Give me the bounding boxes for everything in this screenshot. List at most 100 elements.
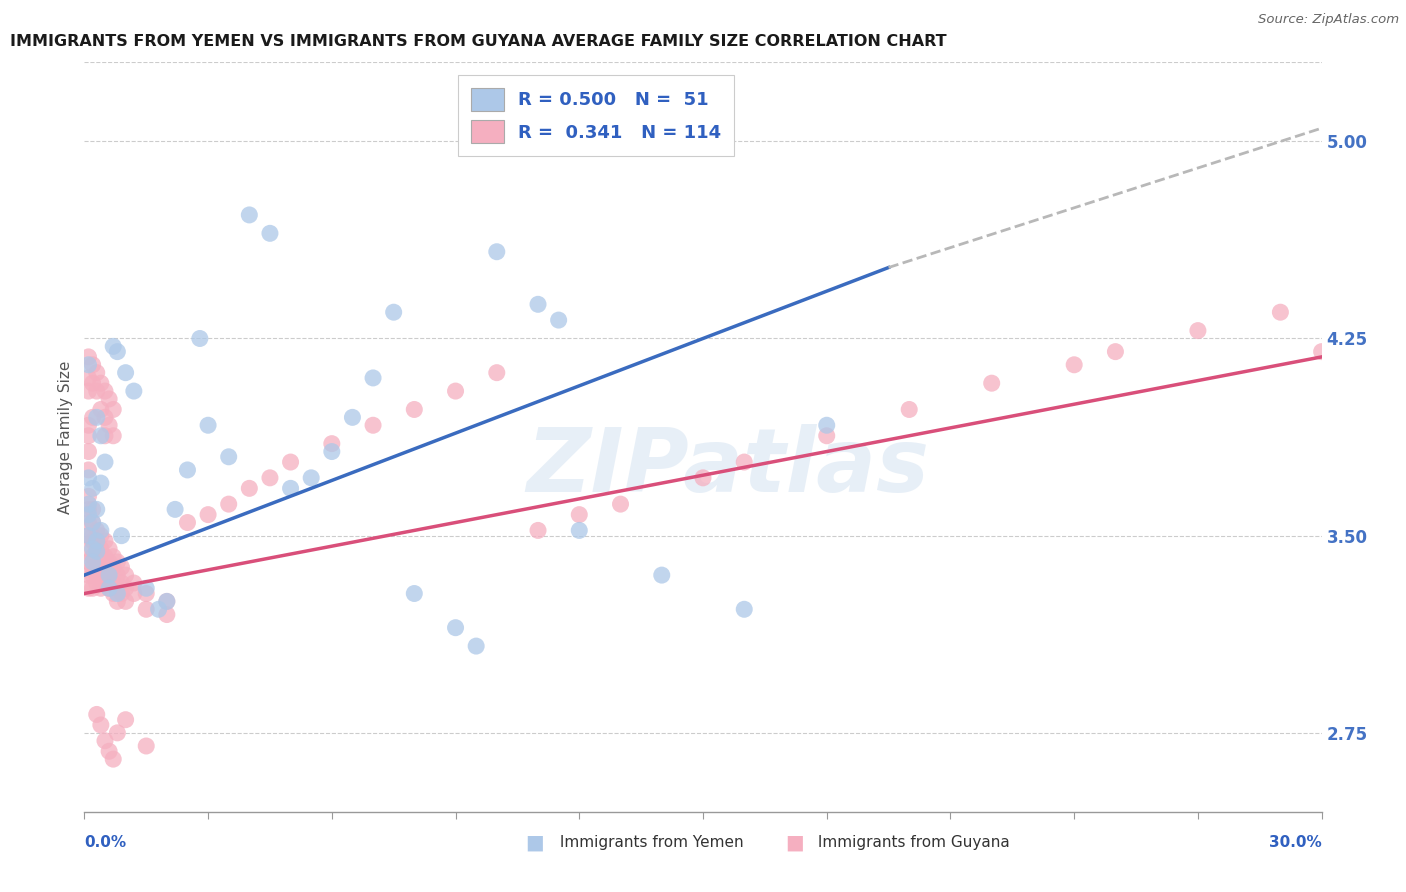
Point: [77, 529, 100, 543]
Point: [77, 471, 100, 485]
Point: [94, 429, 117, 443]
Point: [1270, 305, 1292, 319]
Point: [94, 384, 117, 398]
Point: [98, 744, 121, 758]
Point: [321, 444, 343, 458]
Point: [1063, 358, 1085, 372]
Point: [444, 621, 467, 635]
Point: [77, 568, 100, 582]
Y-axis label: Average Family Size: Average Family Size: [58, 360, 73, 514]
Point: [103, 549, 125, 564]
Point: [110, 576, 132, 591]
Point: [165, 502, 187, 516]
Text: ▪: ▪: [524, 829, 544, 857]
Point: [90, 541, 112, 556]
Point: [148, 602, 170, 616]
Point: [188, 331, 211, 345]
Point: [733, 602, 755, 616]
Point: [103, 576, 125, 591]
Point: [815, 418, 838, 433]
Point: [82, 560, 104, 574]
Point: [259, 227, 281, 241]
Point: [98, 418, 121, 433]
Point: [815, 429, 838, 443]
Point: [103, 339, 125, 353]
Point: [77, 497, 100, 511]
Point: [105, 555, 128, 569]
Point: [77, 541, 100, 556]
Legend: R = 0.500   N =  51, R =  0.341   N = 114: R = 0.500 N = 51, R = 0.341 N = 114: [458, 75, 734, 156]
Point: [176, 516, 198, 530]
Point: [98, 392, 121, 406]
Text: 30.0%: 30.0%: [1268, 836, 1322, 850]
Point: [86, 502, 108, 516]
Point: [105, 568, 128, 582]
Point: [82, 516, 104, 530]
Point: [90, 555, 112, 569]
Point: [98, 555, 121, 569]
Point: [98, 541, 121, 556]
Point: [105, 586, 128, 600]
Point: [77, 444, 100, 458]
Point: [90, 402, 112, 417]
Point: [94, 549, 117, 564]
Point: [77, 371, 100, 385]
Point: [77, 516, 100, 530]
Point: [114, 568, 136, 582]
Point: [94, 533, 117, 548]
Text: 0.0%: 0.0%: [84, 836, 127, 850]
Point: [321, 436, 343, 450]
Point: [103, 429, 125, 443]
Point: [122, 586, 145, 600]
Point: [77, 555, 100, 569]
Point: [90, 524, 112, 538]
Point: [86, 568, 108, 582]
Point: [238, 481, 260, 495]
Text: Immigrants from Guyana: Immigrants from Guyana: [813, 836, 1010, 850]
Point: [197, 508, 219, 522]
Point: [103, 402, 125, 417]
Point: [1187, 324, 1209, 338]
Point: [86, 410, 108, 425]
Point: [90, 376, 112, 391]
Point: [110, 586, 132, 600]
Point: [77, 384, 100, 398]
Point: [103, 752, 125, 766]
Point: [86, 384, 108, 398]
Point: [105, 726, 128, 740]
Point: [485, 366, 508, 380]
Point: [103, 560, 125, 574]
Point: [361, 418, 384, 433]
Point: [692, 471, 714, 485]
Point: [77, 463, 100, 477]
Point: [86, 576, 108, 591]
Point: [404, 402, 426, 417]
Point: [527, 297, 550, 311]
Point: [77, 529, 100, 543]
Point: [77, 358, 100, 372]
Point: [651, 568, 673, 582]
Point: [90, 581, 112, 595]
Point: [156, 594, 179, 608]
Point: [280, 481, 302, 495]
Point: [86, 533, 108, 548]
Point: [105, 344, 128, 359]
Point: [82, 568, 104, 582]
Point: [86, 541, 108, 556]
Text: ZIPatlas: ZIPatlas: [526, 424, 929, 510]
Point: [259, 471, 281, 485]
Point: [197, 418, 219, 433]
Point: [86, 707, 108, 722]
Point: [94, 410, 117, 425]
Point: [105, 594, 128, 608]
Point: [103, 586, 125, 600]
Point: [82, 516, 104, 530]
Point: [135, 739, 157, 753]
Point: [82, 533, 104, 548]
Point: [98, 568, 121, 582]
Point: [86, 533, 108, 548]
Point: [82, 555, 104, 569]
Point: [485, 244, 508, 259]
Point: [82, 529, 104, 543]
Point: [82, 581, 104, 595]
